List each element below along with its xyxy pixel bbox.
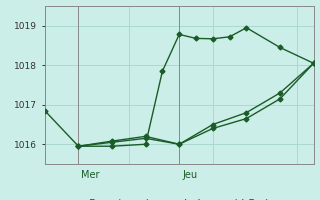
Text: Pression niveau de la mer( hPa ): Pression niveau de la mer( hPa ): [89, 199, 269, 200]
Text: Jeu: Jeu: [182, 170, 197, 180]
Text: Mer: Mer: [81, 170, 100, 180]
